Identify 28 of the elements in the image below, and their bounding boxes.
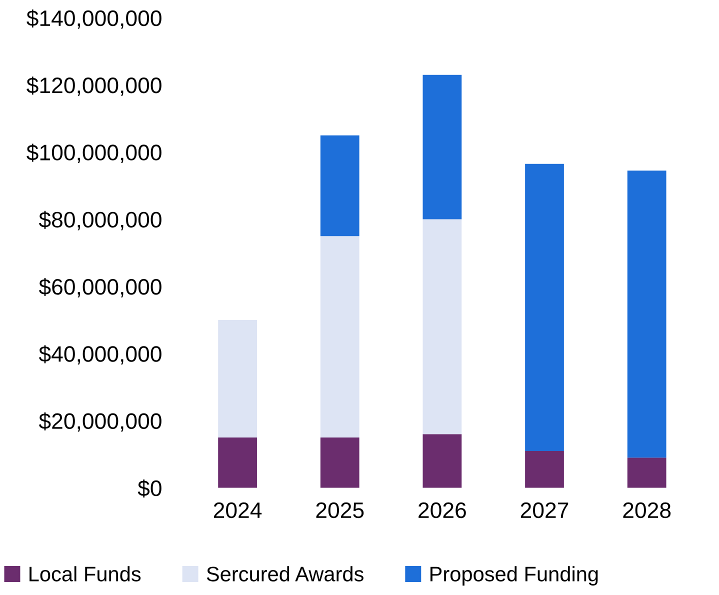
y-tick-label: $40,000,000: [38, 345, 162, 364]
x-tick-label: 2028: [623, 502, 671, 518]
bar: [422, 74, 462, 220]
x-tick-label: 2026: [418, 502, 466, 518]
y-tick-label: $80,000,000: [38, 210, 162, 230]
legend-label: Proposed Funding: [430, 566, 598, 586]
x-tick-label: 2027: [520, 502, 568, 518]
bar: [218, 320, 257, 438]
y-tick-label: $120,000,000: [26, 76, 162, 96]
bar: [525, 164, 564, 451]
bar: [627, 170, 666, 458]
bar: [218, 438, 257, 488]
bar: [627, 458, 666, 488]
legend-label: Sercured Awards: [206, 566, 364, 582]
bar: [320, 438, 360, 488]
y-tick-label: $20,000,000: [38, 412, 162, 432]
bar: [320, 236, 360, 438]
y-tick-label: $60,000,000: [38, 278, 162, 298]
bar: [422, 434, 462, 488]
x-tick-label: 2025: [316, 502, 364, 518]
y-tick-label: $100,000,000: [26, 144, 162, 164]
y-tick-label: $0: [138, 480, 162, 498]
bar: [525, 450, 564, 488]
x-tick-label: 2024: [214, 502, 262, 518]
y-tick-label: $140,000,000: [26, 9, 162, 29]
legend-label: Local Funds: [30, 566, 141, 582]
bar: [320, 135, 360, 236]
bar: [422, 219, 462, 434]
